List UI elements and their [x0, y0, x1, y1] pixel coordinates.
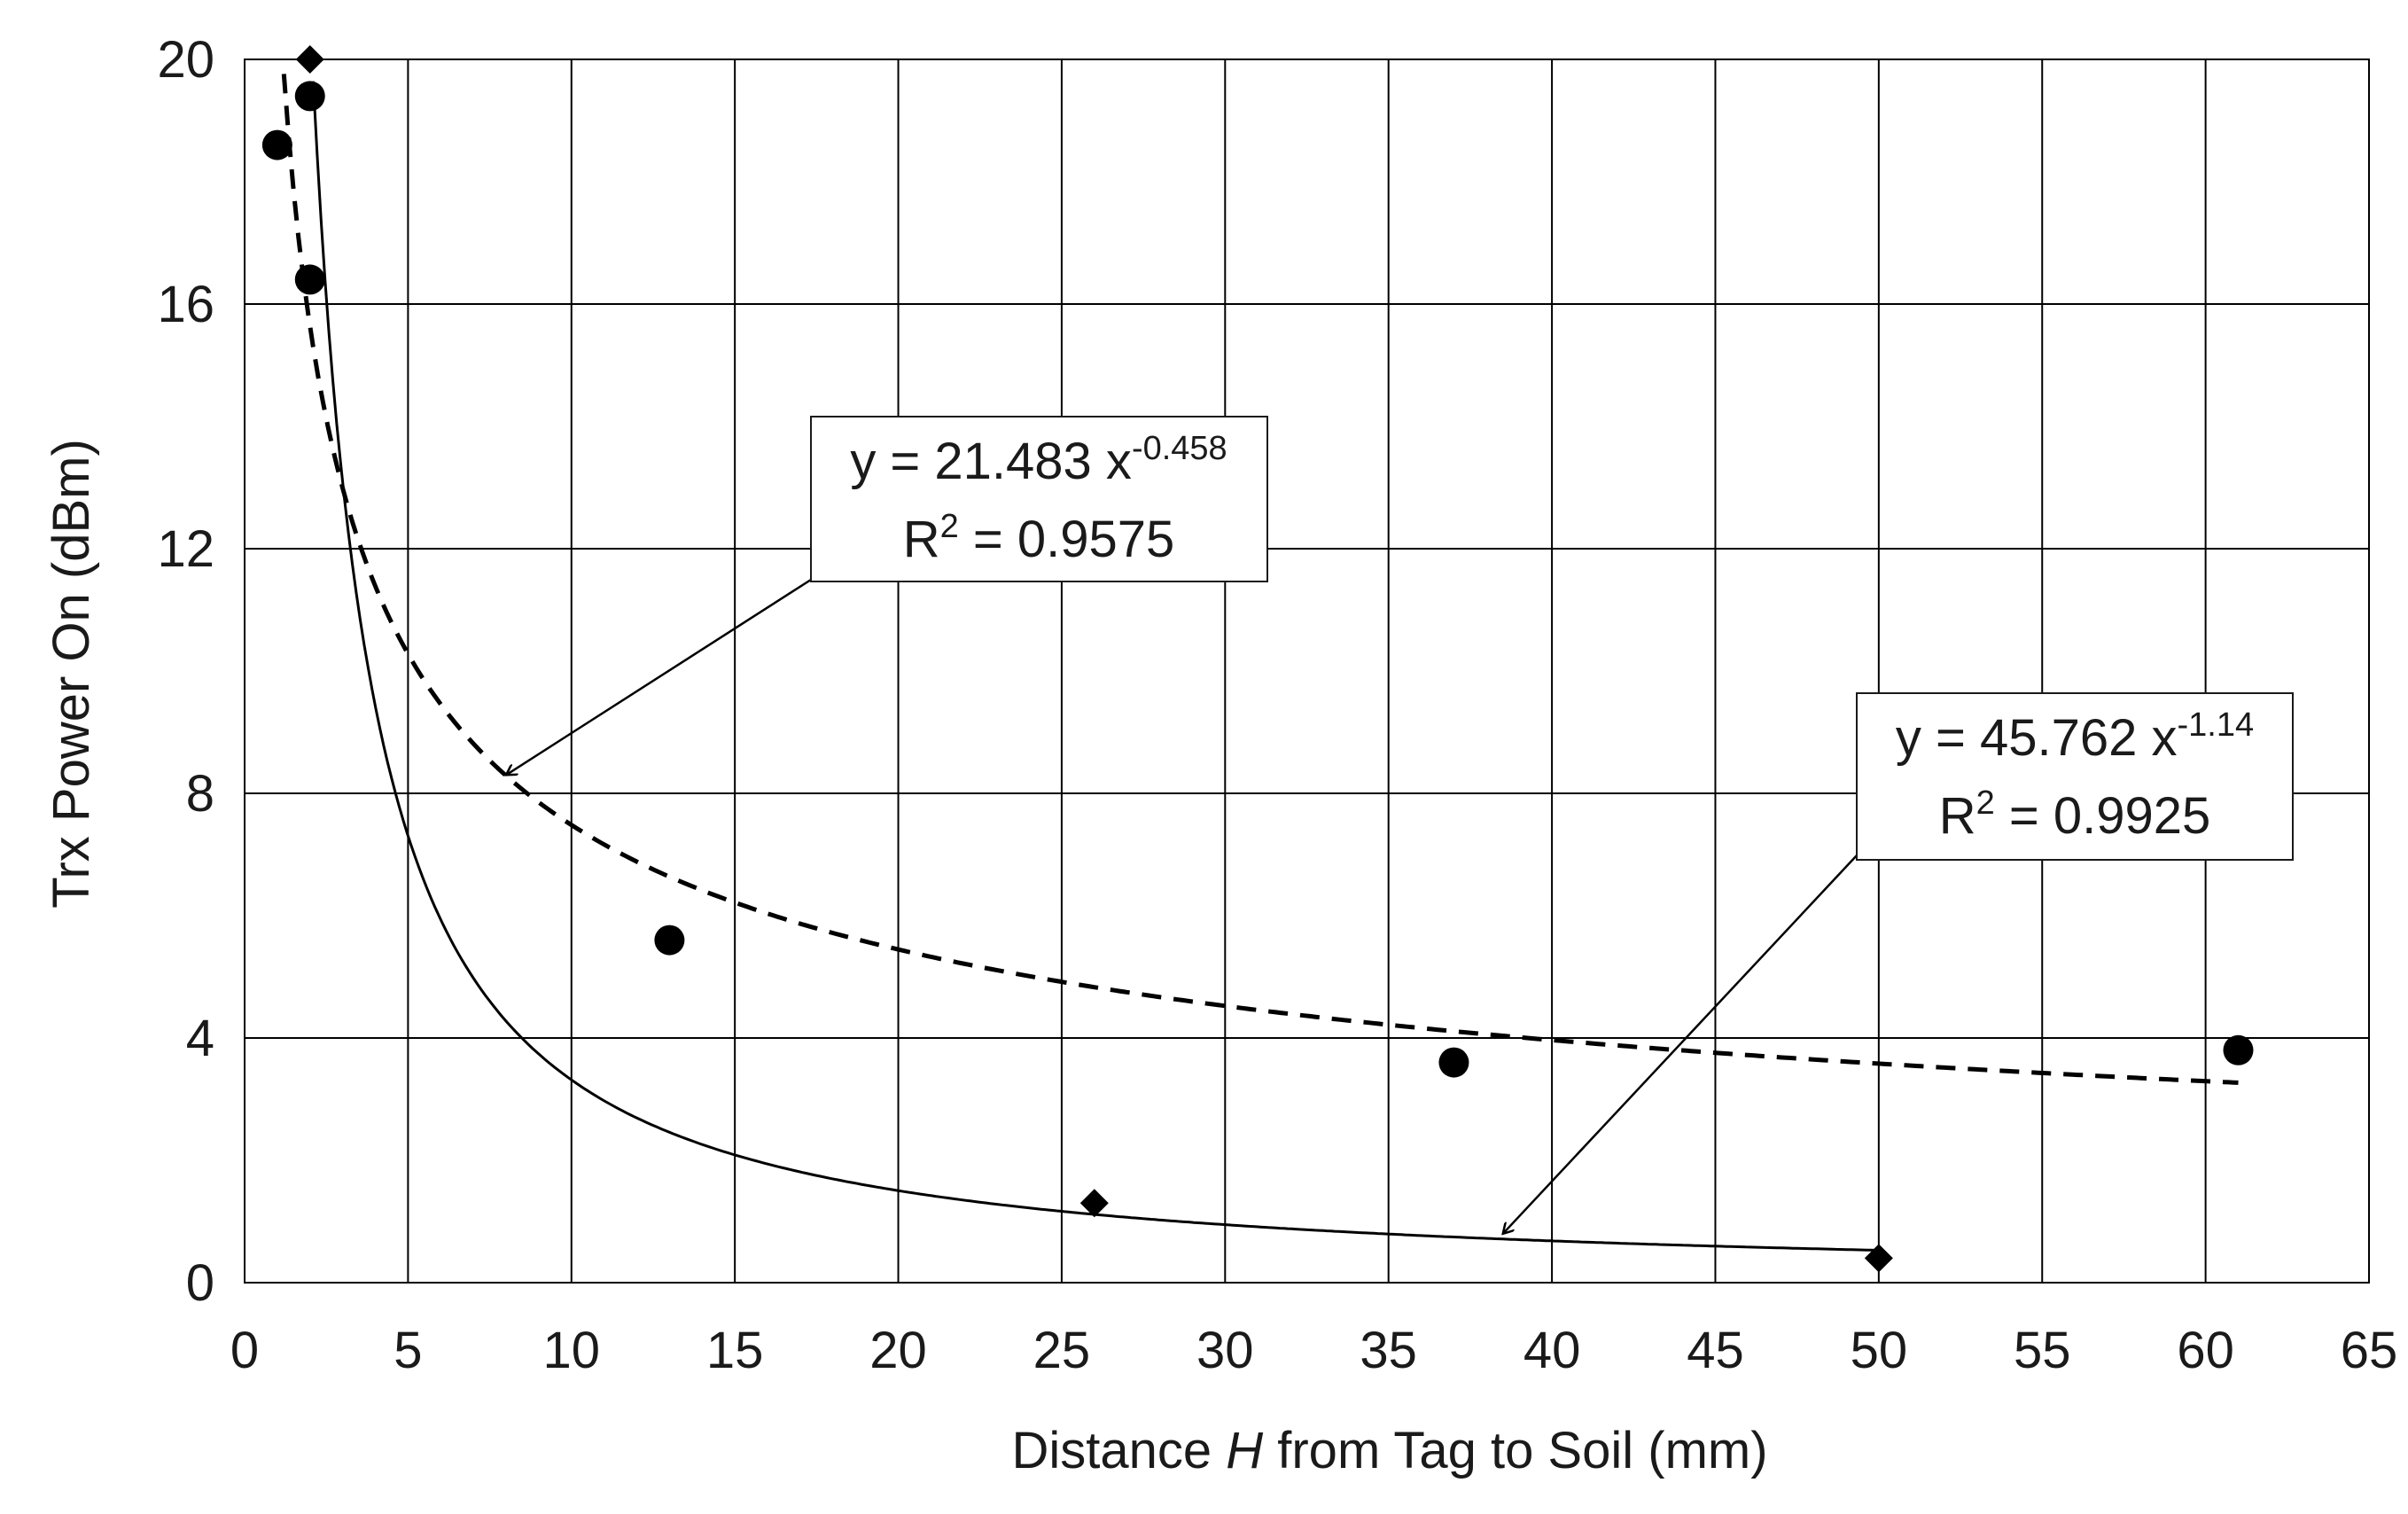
y-axis-ticks: 0 4 8 12 16 20 [157, 31, 214, 1312]
trendline-power-solid [311, 81, 1879, 1252]
r-squared-2-symbol: R [1939, 787, 1976, 845]
x-tick-label: 10 [543, 1322, 601, 1379]
data-point-diamond [1079, 1189, 1109, 1218]
equation-text-1-exponent: -0.458 [1132, 430, 1227, 467]
x-axis-label-suffix: from Tag to Soil (mm) [1263, 1422, 1767, 1479]
r-squared-text-2: R2 = 0.9925 [1939, 784, 2211, 845]
annotation-arrow-1 [506, 578, 812, 775]
y-tick-label: 8 [186, 765, 214, 823]
equation-box-2 [1856, 692, 2294, 861]
y-tick-label: 4 [186, 1010, 214, 1067]
y-axis-label: Trx Power On (dBm) [43, 439, 100, 909]
equation-annotation-2: y = 45.762 x-1.14 R2 = 0.9925 [1503, 692, 2294, 1234]
x-tick-label: 35 [1360, 1322, 1417, 1379]
annotation-arrow-2 [1503, 855, 1858, 1234]
data-point-circle [2223, 1034, 2254, 1065]
data-point-circle [294, 81, 325, 112]
equation-text-2: y = 45.762 x-1.14 [1896, 706, 2254, 767]
x-tick-label: 20 [869, 1322, 927, 1379]
equation-box-1 [810, 416, 1268, 582]
data-point-circle [261, 129, 292, 160]
data-points [261, 45, 2254, 1273]
r-squared-1-value: = 0.9575 [959, 511, 1175, 568]
r-squared-2-value: = 0.9925 [1995, 787, 2211, 845]
x-tick-label: 0 [230, 1322, 259, 1379]
equation-text-1-body: y = 21.483 x [850, 433, 1132, 490]
r-squared-1-symbol: R [903, 511, 940, 568]
y-tick-label: 12 [157, 520, 214, 578]
y-tick-label: 20 [157, 31, 214, 89]
equation-text-2-exponent: -1.14 [2178, 706, 2255, 744]
equation-annotation-1: y = 21.483 x-0.458 R2 = 0.9575 [506, 416, 1268, 775]
r-squared-1-superscript: 2 [940, 508, 959, 545]
x-axis-label: Distance H from Tag to Soil (mm) [1011, 1422, 1767, 1479]
x-tick-label: 65 [2341, 1322, 2398, 1379]
trendline-power-dashed [281, 74, 2239, 1085]
data-point-diamond [1864, 1244, 1893, 1273]
plot-area-frame [244, 59, 2370, 1284]
x-tick-label: 15 [706, 1322, 764, 1379]
equation-text-2-body: y = 45.762 x [1896, 709, 2178, 767]
r-squared-text-1: R2 = 0.9575 [903, 508, 1175, 568]
x-tick-label: 50 [1851, 1322, 1908, 1379]
x-tick-label: 25 [1033, 1322, 1091, 1379]
x-tick-label: 5 [394, 1322, 422, 1379]
y-tick-label: 0 [186, 1254, 214, 1312]
x-tick-label: 45 [1687, 1322, 1744, 1379]
x-tick-label: 30 [1196, 1322, 1254, 1379]
data-point-circle [294, 264, 325, 295]
x-axis-label-prefix: Distance [1011, 1422, 1226, 1479]
data-point-circle [654, 925, 685, 956]
x-axis-label-italic: H [1226, 1422, 1263, 1479]
x-tick-label: 60 [2177, 1322, 2234, 1379]
gridlines [244, 59, 2370, 1284]
r-squared-2-superscript: 2 [1976, 784, 1995, 822]
x-tick-label: 40 [1524, 1322, 1581, 1379]
x-axis-ticks: 0 5 10 15 20 25 30 35 40 45 50 55 60 65 [230, 1322, 2397, 1379]
equation-text-1: y = 21.483 x-0.458 [850, 430, 1227, 490]
x-tick-label: 55 [2014, 1322, 2071, 1379]
y-tick-label: 16 [157, 276, 214, 333]
data-point-circle [1438, 1047, 1469, 1078]
